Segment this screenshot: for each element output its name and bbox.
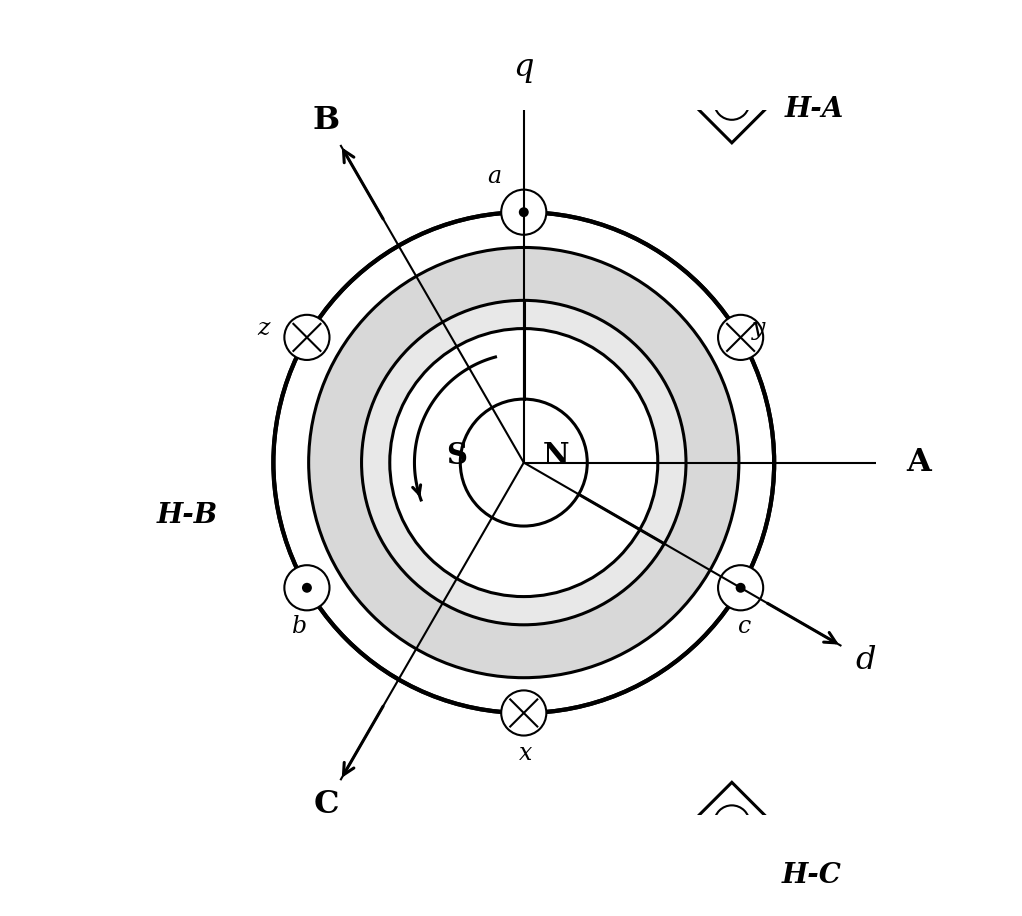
- Text: H-C: H-C: [781, 862, 841, 889]
- Text: c: c: [738, 615, 751, 638]
- Text: y: y: [751, 318, 764, 341]
- Text: B: B: [313, 105, 340, 136]
- Circle shape: [736, 583, 746, 593]
- Text: H-A: H-A: [785, 96, 844, 123]
- Text: S: S: [447, 441, 467, 470]
- Text: b: b: [292, 615, 308, 638]
- Circle shape: [274, 213, 774, 713]
- Polygon shape: [691, 61, 773, 143]
- Polygon shape: [691, 782, 773, 864]
- Text: a: a: [487, 166, 501, 189]
- Text: x: x: [518, 742, 531, 766]
- Circle shape: [301, 583, 312, 593]
- Circle shape: [718, 315, 763, 360]
- Circle shape: [718, 565, 763, 610]
- Circle shape: [90, 445, 126, 480]
- Circle shape: [460, 399, 588, 526]
- Text: d: d: [855, 645, 876, 676]
- Circle shape: [362, 300, 686, 625]
- Text: q: q: [513, 52, 535, 83]
- Circle shape: [309, 247, 739, 678]
- Circle shape: [519, 207, 528, 217]
- Circle shape: [501, 190, 547, 234]
- Circle shape: [389, 329, 658, 596]
- Text: A: A: [907, 447, 931, 478]
- Circle shape: [501, 691, 547, 736]
- Text: N: N: [543, 441, 569, 470]
- Circle shape: [284, 315, 329, 360]
- Text: H-B: H-B: [157, 502, 219, 529]
- Text: C: C: [314, 790, 339, 820]
- Circle shape: [284, 565, 329, 610]
- Text: z: z: [257, 318, 270, 341]
- Circle shape: [714, 805, 749, 841]
- Polygon shape: [67, 422, 148, 503]
- Circle shape: [714, 84, 749, 120]
